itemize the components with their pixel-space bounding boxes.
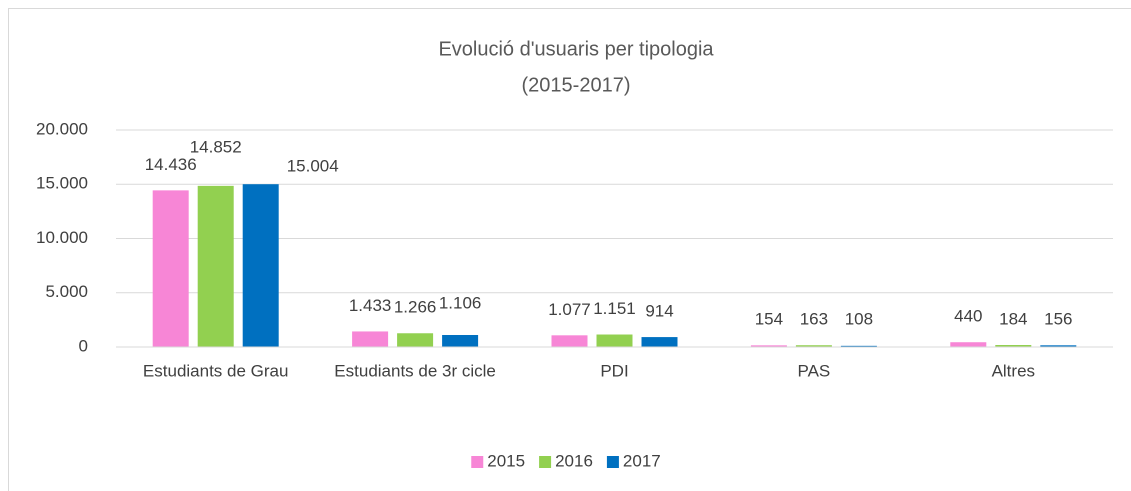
bar bbox=[152, 190, 189, 347]
x-tick-label: PAS bbox=[798, 361, 831, 380]
bar bbox=[840, 345, 877, 347]
y-tick-label: 10.000 bbox=[36, 228, 88, 247]
data-label: 1.433 bbox=[349, 296, 392, 315]
x-tick-label: PDI bbox=[600, 361, 628, 380]
y-tick-label: 5.000 bbox=[45, 282, 88, 301]
bar bbox=[397, 333, 434, 347]
bar bbox=[750, 345, 787, 347]
data-label: 440 bbox=[954, 307, 982, 326]
data-label: 15.004 bbox=[287, 157, 339, 176]
bar bbox=[1040, 345, 1077, 347]
data-label: 108 bbox=[845, 309, 873, 328]
x-tick-label: Estudiants de 3r cicle bbox=[334, 361, 496, 380]
legend-label: 2017 bbox=[623, 451, 661, 470]
data-label: 156 bbox=[1044, 309, 1072, 328]
data-label: 1.266 bbox=[394, 298, 437, 317]
bar bbox=[442, 334, 479, 347]
bar bbox=[795, 345, 832, 347]
x-tick-label: Estudiants de Grau bbox=[143, 361, 289, 380]
data-label: 154 bbox=[755, 309, 783, 328]
bar bbox=[995, 345, 1032, 347]
bar bbox=[242, 184, 279, 347]
legend-swatch bbox=[606, 456, 619, 468]
x-tick-label: Altres bbox=[992, 361, 1035, 380]
data-label: 163 bbox=[800, 309, 828, 328]
y-tick-label: 15.000 bbox=[36, 174, 88, 193]
bar bbox=[197, 185, 234, 347]
bar bbox=[950, 342, 987, 347]
data-label: 914 bbox=[645, 302, 673, 321]
data-label: 14.852 bbox=[190, 137, 242, 156]
data-label: 1.077 bbox=[548, 300, 591, 319]
y-tick-label: 0 bbox=[79, 336, 88, 355]
data-label: 184 bbox=[999, 309, 1027, 328]
bar bbox=[352, 331, 389, 347]
legend-swatch bbox=[539, 456, 552, 468]
legend-swatch bbox=[471, 456, 484, 468]
bar bbox=[551, 335, 588, 347]
legend-label: 2016 bbox=[555, 451, 593, 470]
data-label: 14.436 bbox=[145, 155, 197, 174]
chart-title: Evolució d'usuaris per tipologia bbox=[438, 38, 714, 60]
chart-subtitle: (2015-2017) bbox=[522, 74, 631, 96]
data-label: 1.151 bbox=[593, 299, 636, 318]
bar bbox=[641, 337, 678, 347]
bar bbox=[596, 334, 633, 347]
chart-border bbox=[8, 8, 1131, 491]
y-tick-label: 20.000 bbox=[36, 119, 88, 138]
legend-label: 2015 bbox=[487, 451, 525, 470]
data-label: 1.106 bbox=[439, 293, 482, 312]
